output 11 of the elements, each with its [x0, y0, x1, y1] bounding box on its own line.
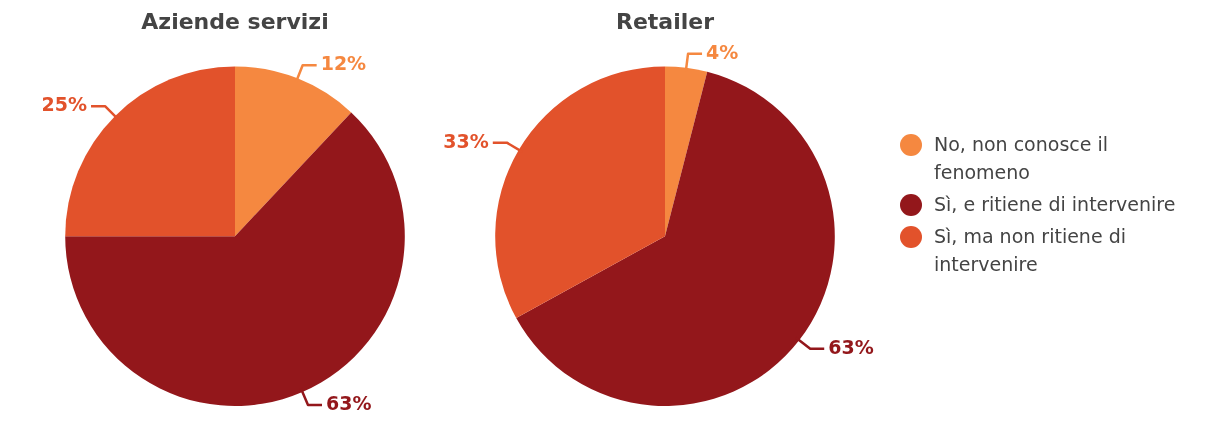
data-label: 63% — [326, 391, 372, 414]
data-label: 33% — [443, 129, 489, 152]
chart-title: Aziende servizi — [141, 8, 329, 34]
data-label: 63% — [828, 335, 874, 358]
legend-label: Sì, ma non ritiene di intervenire — [934, 224, 1127, 277]
chart-title: Retailer — [615, 8, 715, 34]
legend-label: No, non conosce il fenomeno — [934, 132, 1110, 185]
legend-label: Sì, e ritiene di intervenire — [934, 192, 1176, 217]
data-label: 25% — [41, 93, 88, 116]
data-label: 12% — [320, 52, 367, 75]
data-label: 4% — [706, 40, 739, 63]
